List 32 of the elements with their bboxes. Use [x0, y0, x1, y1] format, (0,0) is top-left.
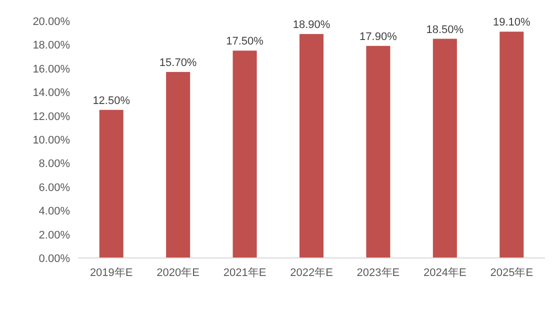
y-tick-label: 2.00%: [38, 229, 70, 242]
bar: [366, 46, 390, 258]
data-label: 17.50%: [226, 36, 264, 48]
y-tick-label: 12.00%: [32, 110, 70, 123]
x-tick-label: 2021年E: [223, 267, 266, 279]
y-tick-label: 4.00%: [38, 206, 70, 218]
y-tick-label: 8.00%: [38, 158, 70, 170]
data-label: 18.50%: [426, 24, 464, 36]
y-tick-label: 10.00%: [32, 134, 70, 146]
x-tick-label: 2019年E: [90, 267, 133, 279]
x-tick-label: 2022年E: [290, 267, 333, 279]
data-label: 18.90%: [292, 19, 330, 32]
y-tick-label: 0.00%: [38, 253, 70, 265]
data-label: 12.50%: [92, 94, 130, 107]
x-tick-label: 2025年E: [490, 267, 534, 279]
data-label: 15.70%: [159, 56, 197, 69]
bar: [299, 34, 324, 258]
y-tick-label: 18.00%: [32, 40, 70, 52]
y-tick-label: 6.00%: [38, 182, 70, 194]
x-tick-label: 2024年E: [424, 267, 466, 279]
data-label: 19.10%: [492, 16, 531, 29]
y-tick-label: 20.00%: [32, 16, 70, 28]
bar: [99, 110, 124, 258]
bar: [232, 50, 257, 258]
x-tick-label: 2020年E: [156, 267, 200, 279]
y-tick-label: 16.00%: [32, 63, 70, 76]
data-label: 17.90%: [360, 30, 398, 43]
bar: [166, 72, 190, 258]
bar: [500, 32, 524, 258]
y-tick-label: 14.00%: [32, 87, 70, 100]
x-tick-label: 2023年E: [356, 267, 400, 279]
bar: [432, 38, 457, 258]
